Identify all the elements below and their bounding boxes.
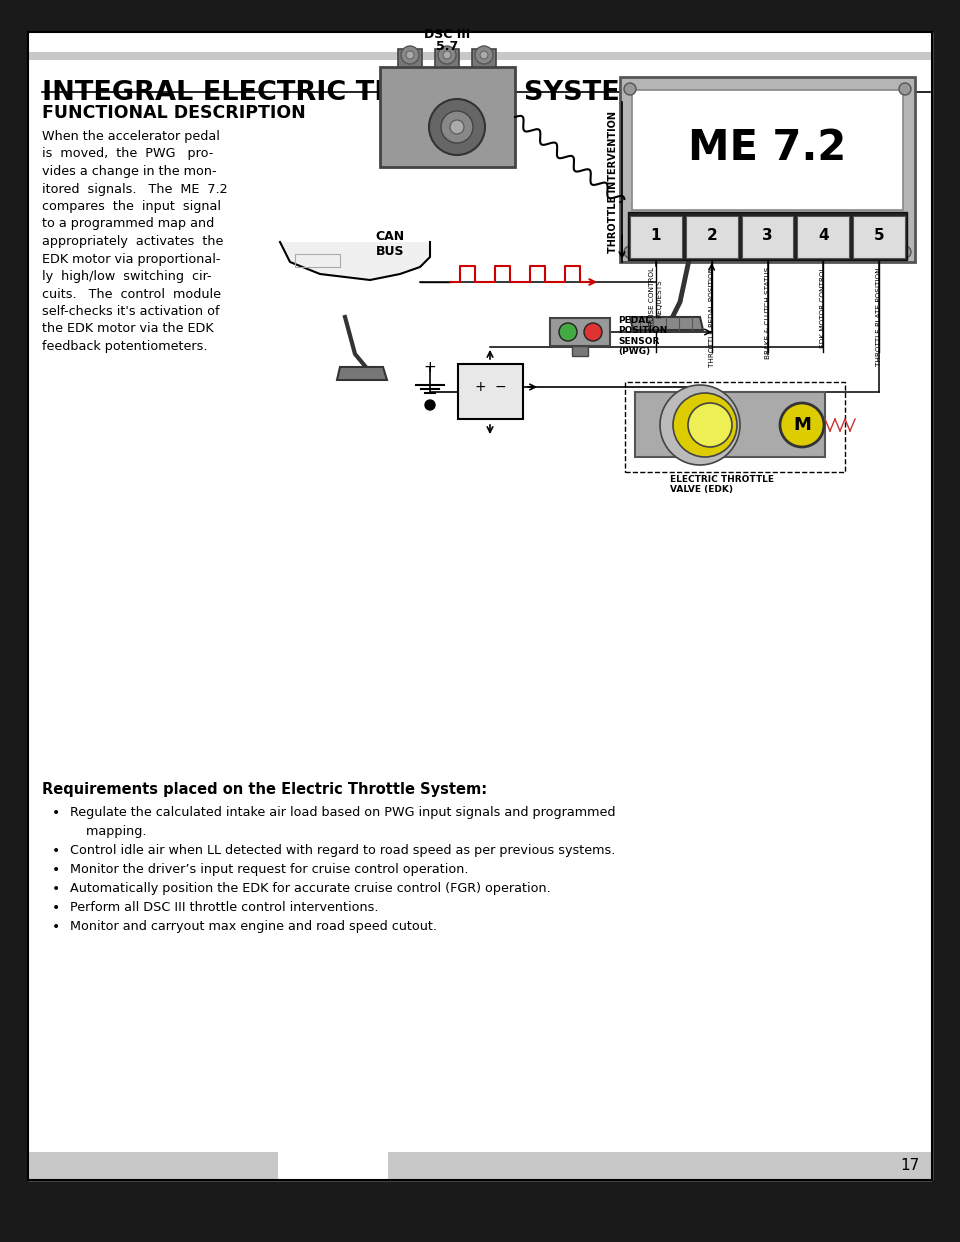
Circle shape <box>660 385 740 465</box>
Text: Automatically position the EDK for accurate cruise control (FGR) operation.: Automatically position the EDK for accur… <box>70 882 551 895</box>
Text: feedback potentiometers.: feedback potentiometers. <box>42 340 207 353</box>
Bar <box>458 364 523 419</box>
Circle shape <box>673 392 737 457</box>
Circle shape <box>899 83 911 94</box>
Text: BRAKE & CLUTCH STATUS: BRAKE & CLUTCH STATUS <box>764 267 771 359</box>
Text: the EDK motor via the EDK: the EDK motor via the EDK <box>42 323 214 335</box>
Text: +: + <box>474 380 486 394</box>
Text: mapping.: mapping. <box>70 825 147 838</box>
Bar <box>278 1153 388 1180</box>
Text: PEDAL
POSITION
SENSOR
(PWG): PEDAL POSITION SENSOR (PWG) <box>618 315 667 356</box>
Text: vides a change in the mon-: vides a change in the mon- <box>42 165 217 178</box>
Text: 5.7: 5.7 <box>437 41 459 53</box>
Text: Regulate the calculated intake air load based on PWG input signals and programme: Regulate the calculated intake air load … <box>70 806 615 818</box>
Text: ly  high/low  switching  cir-: ly high/low switching cir- <box>42 270 211 283</box>
Circle shape <box>475 46 493 65</box>
Text: Monitor the driver’s input request for cruise control operation.: Monitor the driver’s input request for c… <box>70 863 468 876</box>
Bar <box>620 77 915 262</box>
Bar <box>28 52 932 60</box>
Polygon shape <box>630 317 703 330</box>
Text: Requirements placed on the Electric Throttle System:: Requirements placed on the Electric Thro… <box>42 782 487 797</box>
Circle shape <box>688 402 732 447</box>
Text: THROTTLE INTERVENTION: THROTTLE INTERVENTION <box>608 111 618 253</box>
Text: INTEGRAL ELECTRIC THROTTLE SYSTEM (EML): INTEGRAL ELECTRIC THROTTLE SYSTEM (EML) <box>42 79 744 106</box>
Circle shape <box>584 323 602 342</box>
Text: 1: 1 <box>651 229 661 243</box>
Text: •: • <box>52 863 60 877</box>
Bar <box>635 392 825 457</box>
Text: Control idle air when LL detected with regard to road speed as per previous syst: Control idle air when LL detected with r… <box>70 845 615 857</box>
Circle shape <box>780 402 824 447</box>
Bar <box>380 67 515 166</box>
Text: Perform all DSC III throttle control interventions.: Perform all DSC III throttle control int… <box>70 900 378 914</box>
Circle shape <box>406 51 414 60</box>
Text: 3: 3 <box>762 229 773 243</box>
Circle shape <box>480 51 488 60</box>
Text: +: + <box>423 359 437 375</box>
Circle shape <box>441 111 473 143</box>
Text: •: • <box>52 882 60 895</box>
Polygon shape <box>337 366 387 380</box>
Bar <box>472 48 496 67</box>
Text: THROTTLE PEDAL POSITION: THROTTLE PEDAL POSITION <box>708 267 714 368</box>
Bar <box>435 48 459 67</box>
Text: THROTTLE PLATE POSITION: THROTTLE PLATE POSITION <box>876 267 882 365</box>
Text: to a programmed map and: to a programmed map and <box>42 217 214 231</box>
Circle shape <box>899 246 911 258</box>
Polygon shape <box>280 242 430 279</box>
Text: compares  the  input  signal: compares the input signal <box>42 200 221 212</box>
Text: ME 7.2: ME 7.2 <box>688 127 847 169</box>
Circle shape <box>438 46 456 65</box>
Circle shape <box>624 83 636 94</box>
Bar <box>798 216 850 258</box>
Text: 4: 4 <box>818 229 828 243</box>
Text: 17: 17 <box>900 1159 920 1174</box>
Text: is  moved,  the  PWG   pro-: is moved, the PWG pro- <box>42 148 213 160</box>
Text: EDK motor via proportional-: EDK motor via proportional- <box>42 252 221 266</box>
Text: self-checks it's activation of: self-checks it's activation of <box>42 306 220 318</box>
Circle shape <box>425 400 435 410</box>
Text: FUNCTIONAL DESCRIPTION: FUNCTIONAL DESCRIPTION <box>42 104 305 122</box>
Circle shape <box>401 46 419 65</box>
Text: 5: 5 <box>874 229 884 243</box>
Text: −: − <box>494 380 506 394</box>
Circle shape <box>429 99 485 155</box>
Text: 2: 2 <box>707 229 717 243</box>
Bar <box>685 216 737 258</box>
Bar <box>28 1153 278 1180</box>
Text: •: • <box>52 845 60 858</box>
Text: ELECTRIC THROTTLE
VALVE (EDK): ELECTRIC THROTTLE VALVE (EDK) <box>670 474 774 494</box>
Circle shape <box>559 323 577 342</box>
Bar <box>632 89 903 210</box>
Bar <box>628 212 907 260</box>
Bar <box>853 216 905 258</box>
Bar <box>398 48 422 67</box>
Circle shape <box>443 51 451 60</box>
Circle shape <box>450 120 464 134</box>
Bar <box>572 347 588 356</box>
Text: M: M <box>793 416 811 433</box>
Text: •: • <box>52 806 60 820</box>
Text: cuits.   The  control  module: cuits. The control module <box>42 287 221 301</box>
Bar <box>550 318 610 347</box>
Bar <box>741 216 793 258</box>
Circle shape <box>624 246 636 258</box>
Text: •: • <box>52 900 60 915</box>
Bar <box>630 216 682 258</box>
Text: EDK MOTOR CONTROL: EDK MOTOR CONTROL <box>820 267 827 349</box>
Bar <box>625 383 845 472</box>
Text: •: • <box>52 920 60 934</box>
Bar <box>388 1153 932 1180</box>
Text: CAN
BUS: CAN BUS <box>375 230 404 258</box>
Text: appropriately  activates  the: appropriately activates the <box>42 235 224 248</box>
Text: When the accelerator pedal: When the accelerator pedal <box>42 130 220 143</box>
Text: CRUISE CONTROL
REQUESTS: CRUISE CONTROL REQUESTS <box>649 267 662 332</box>
Text: Monitor and carryout max engine and road speed cutout.: Monitor and carryout max engine and road… <box>70 920 437 933</box>
Text: itored  signals.   The  ME  7.2: itored signals. The ME 7.2 <box>42 183 228 195</box>
Text: DSC III: DSC III <box>424 29 470 41</box>
